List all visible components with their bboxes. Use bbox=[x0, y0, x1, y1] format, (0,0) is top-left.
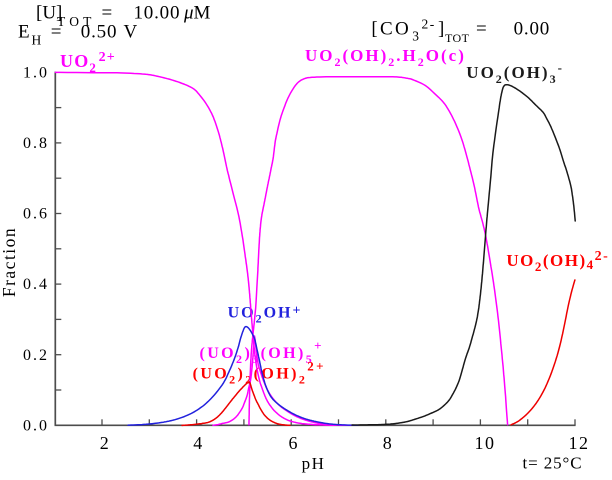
svg-text:6: 6 bbox=[289, 433, 300, 453]
svg-text:UO2(OH)42-: UO2(OH)42- bbox=[506, 249, 609, 274]
svg-text:=: = bbox=[476, 19, 487, 40]
svg-text:12: 12 bbox=[569, 433, 590, 453]
svg-text:8: 8 bbox=[383, 433, 394, 453]
svg-text:[CO: [CO bbox=[371, 19, 411, 40]
svg-text:UO2OH+: UO2OH+ bbox=[228, 304, 303, 326]
svg-text:t= 25°C: t= 25°C bbox=[523, 454, 583, 473]
svg-text:]: ] bbox=[438, 19, 444, 40]
svg-text:0.4: 0.4 bbox=[23, 276, 49, 293]
svg-text:3: 3 bbox=[412, 29, 419, 44]
svg-text:TOT: TOT bbox=[57, 14, 96, 29]
svg-text:0.50: 0.50 bbox=[81, 22, 117, 43]
svg-text:4: 4 bbox=[193, 433, 204, 453]
svg-text:pH: pH bbox=[302, 454, 326, 473]
svg-text:0.6: 0.6 bbox=[23, 206, 49, 223]
svg-text:0.2: 0.2 bbox=[23, 347, 49, 364]
svg-text:UO2(OH)2.H2O(c): UO2(OH)2.H2O(c) bbox=[305, 46, 466, 69]
svg-text:V: V bbox=[124, 22, 138, 43]
svg-text:μM: μM bbox=[183, 3, 211, 24]
svg-text:10: 10 bbox=[475, 433, 496, 453]
svg-text:2: 2 bbox=[100, 433, 111, 453]
svg-text:0.8: 0.8 bbox=[23, 135, 49, 152]
svg-text:TOT: TOT bbox=[445, 31, 470, 45]
svg-text:0.00: 0.00 bbox=[514, 19, 550, 40]
svg-text:2-: 2- bbox=[422, 17, 436, 32]
svg-text:[U]: [U] bbox=[36, 3, 62, 24]
svg-text:E: E bbox=[18, 22, 30, 43]
svg-text:1.0: 1.0 bbox=[23, 64, 49, 81]
svg-text:=: = bbox=[51, 22, 62, 43]
svg-text:0.0: 0.0 bbox=[23, 417, 49, 434]
svg-text:H: H bbox=[32, 33, 42, 48]
svg-text:UO2(OH)3-: UO2(OH)3- bbox=[466, 60, 564, 86]
svg-text:=: = bbox=[102, 3, 113, 24]
svg-text:10.00: 10.00 bbox=[134, 3, 181, 24]
svg-text:Fraction: Fraction bbox=[0, 227, 19, 297]
